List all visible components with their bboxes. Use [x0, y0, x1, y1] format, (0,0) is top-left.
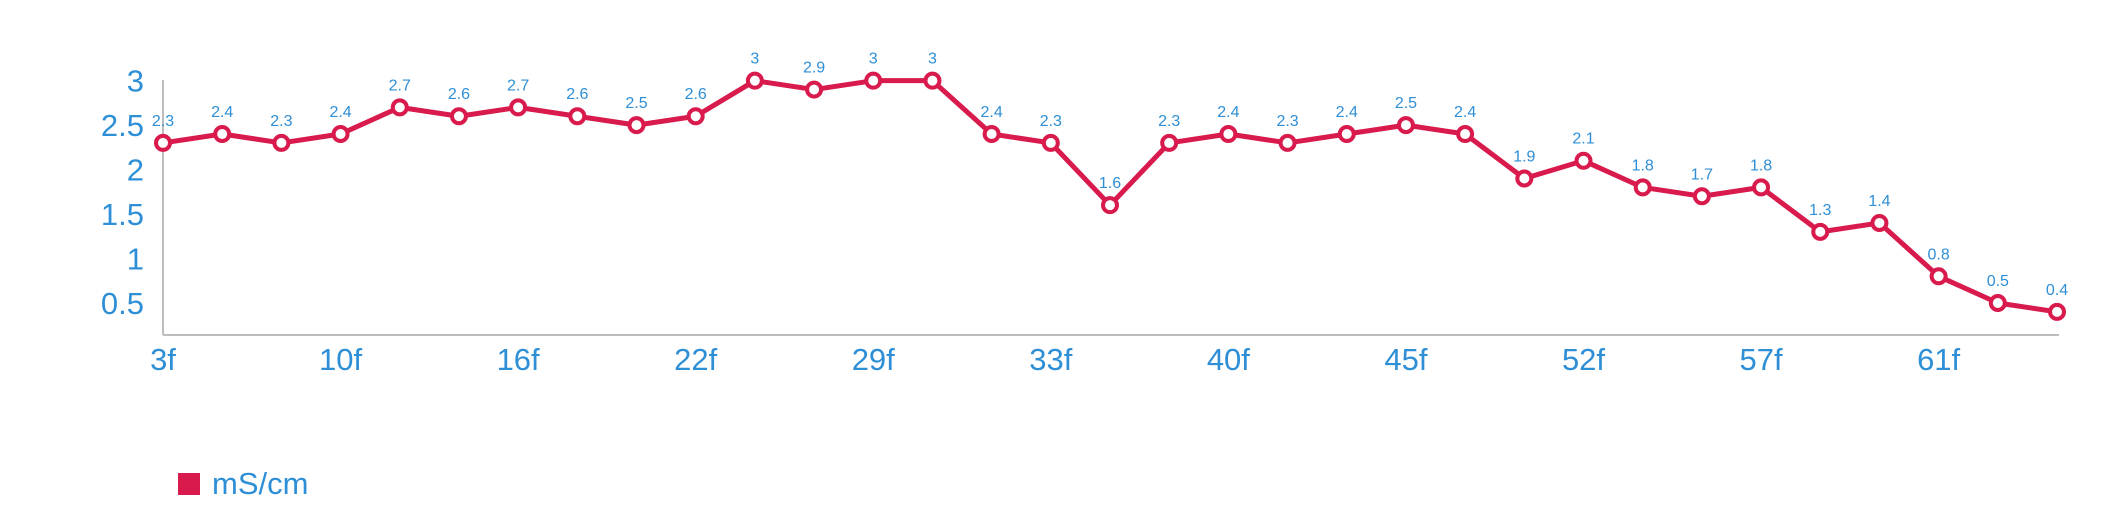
data-label: 2.6: [566, 86, 588, 103]
x-tick-label: 57f: [1740, 342, 1783, 377]
data-point: [805, 80, 824, 99]
data-point: [1870, 213, 1889, 232]
data-label: 2.4: [329, 104, 351, 121]
data-points: [154, 71, 2066, 321]
data-label: 2.4: [1217, 104, 1239, 121]
data-label: 1.6: [1099, 175, 1121, 192]
data-point: [745, 71, 764, 90]
legend: mS/cm: [178, 466, 308, 502]
data-label: 1.9: [1513, 148, 1535, 165]
data-point: [1160, 133, 1179, 152]
data-point: [509, 98, 528, 117]
legend-swatch: [178, 473, 200, 495]
data-point: [1752, 178, 1771, 197]
data-label: 1.8: [1632, 157, 1654, 174]
y-axis-ticks: 0.5 1 1.5 2 2.5 3: [101, 64, 144, 321]
data-label: 2.4: [1336, 104, 1358, 121]
data-point: [568, 107, 587, 126]
data-point: [154, 133, 172, 152]
data-label: 2.7: [389, 77, 411, 94]
x-tick-label: 45f: [1384, 342, 1427, 377]
data-label: 3: [928, 51, 937, 68]
data-label: 2.7: [507, 77, 529, 94]
data-label: 1.4: [1868, 193, 1890, 210]
data-label: 2.5: [625, 95, 647, 112]
data-point: [923, 71, 942, 90]
x-tick-label: 3f: [150, 342, 176, 377]
y-tick-label: 1: [127, 242, 144, 277]
x-axis-ticks: 3f 10f 16f 22f 29f 33f 40f 45f 52f 57f 61f: [150, 342, 1960, 377]
data-label: 0.8: [1928, 246, 1950, 263]
data-label: 1.8: [1750, 157, 1772, 174]
y-tick-label: 3: [127, 64, 144, 99]
data-point: [982, 125, 1001, 144]
data-point: [1692, 187, 1711, 206]
data-point: [1811, 222, 1830, 241]
x-tick-label: 61f: [1917, 342, 1960, 377]
data-point: [1101, 196, 1119, 215]
data-point: [272, 133, 291, 152]
x-tick-label: 52f: [1562, 342, 1605, 377]
data-point: [331, 125, 350, 144]
y-tick-label: 2: [127, 153, 144, 188]
data-label: 2.6: [448, 86, 470, 103]
data-label: 2.3: [270, 113, 292, 130]
x-tick-label: 22f: [674, 342, 717, 377]
data-point: [2048, 302, 2066, 321]
x-tick-label: 40f: [1207, 342, 1250, 377]
data-point: [1515, 169, 1534, 188]
data-point: [1041, 133, 1060, 152]
data-point: [449, 107, 468, 126]
legend-label: mS/cm: [212, 466, 309, 501]
data-label: 3: [869, 51, 878, 68]
data-labels: 2.3 2.4 2.3 2.4 2.7 2.6 2.7 2.6 2.5 2.6 3 2.9 3 3 2.4 2…: [152, 51, 2068, 299]
data-point: [1633, 178, 1652, 197]
data-point: [686, 107, 705, 126]
x-tick-label: 29f: [852, 342, 895, 377]
data-label: 2.4: [211, 104, 233, 121]
data-point: [1988, 293, 2007, 312]
data-label: 2.9: [803, 60, 825, 77]
data-label: 2.4: [1454, 104, 1476, 121]
data-label: 2.3: [1158, 113, 1180, 130]
y-tick-label: 0.5: [101, 286, 144, 321]
data-label: 2.3: [152, 113, 174, 130]
data-label: 3: [750, 51, 759, 68]
data-point: [1574, 151, 1593, 170]
data-label: 1.7: [1691, 166, 1713, 183]
x-tick-label: 16f: [497, 342, 540, 377]
data-point: [1278, 133, 1297, 152]
data-point: [390, 98, 409, 117]
x-tick-label: 33f: [1029, 342, 1072, 377]
data-label: 2.1: [1572, 131, 1594, 148]
data-point: [864, 71, 883, 90]
data-label: 2.4: [981, 104, 1003, 121]
y-tick-label: 1.5: [101, 197, 144, 232]
data-point: [1337, 125, 1356, 144]
data-point: [1219, 125, 1238, 144]
data-point: [1456, 125, 1475, 144]
data-label: 2.3: [1040, 113, 1062, 130]
data-point: [627, 116, 646, 135]
data-label: 1.3: [1809, 202, 1831, 219]
data-label: 0.5: [1987, 273, 2009, 290]
y-tick-label: 2.5: [101, 108, 144, 143]
x-tick-label: 10f: [319, 342, 362, 377]
data-point: [1929, 267, 1948, 286]
data-point: [213, 125, 232, 144]
data-point: [1396, 116, 1415, 135]
data-label: 2.3: [1276, 113, 1298, 130]
data-label: 2.5: [1395, 95, 1417, 112]
data-label: 2.6: [685, 86, 707, 103]
data-label: 0.4: [2046, 282, 2068, 299]
